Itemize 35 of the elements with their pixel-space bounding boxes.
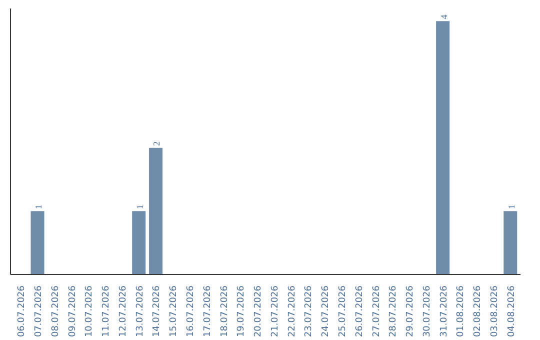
x-tick-label: 03.08.2026 bbox=[490, 285, 500, 338]
data-label: 1 bbox=[134, 204, 145, 210]
x-tick-label: 25.07.2026 bbox=[338, 285, 348, 338]
x-tick-label: 08.07.2026 bbox=[50, 285, 61, 338]
x-tick-label: 04.08.2026 bbox=[506, 285, 517, 338]
x-tick-label: 23.07.2026 bbox=[304, 285, 314, 338]
x-tick-label: 09.07.2026 bbox=[68, 285, 78, 338]
data-label: 2 bbox=[152, 141, 162, 146]
x-tick-label: 22.07.2026 bbox=[287, 285, 298, 338]
x-tick-label: 31.07.2026 bbox=[439, 285, 450, 338]
x-tick-label: 01.08.2026 bbox=[456, 285, 466, 338]
x-tick-label: 02.08.2026 bbox=[473, 285, 484, 338]
x-tick-label: 13.07.2026 bbox=[135, 285, 146, 338]
x-tick-label: 12.07.2026 bbox=[118, 285, 128, 338]
x-tick-label: 06.07.2026 bbox=[17, 285, 28, 338]
x-tick-label: 18.07.2026 bbox=[220, 285, 230, 338]
x-tick-label: 30.07.2026 bbox=[422, 285, 432, 338]
data-label: 1 bbox=[34, 204, 44, 210]
x-tick-label: 17.07.2026 bbox=[202, 285, 213, 338]
x-tick-label: 21.07.2026 bbox=[270, 285, 280, 338]
x-tick-label: 16.07.2026 bbox=[186, 285, 196, 338]
x-tick-label: 10.07.2026 bbox=[84, 285, 95, 338]
x-tick-label: 27.07.2026 bbox=[372, 285, 382, 338]
x-tick-label: 14.07.2026 bbox=[152, 285, 162, 338]
x-tick-label: 20.07.2026 bbox=[254, 285, 264, 338]
x-tick-label: 24.07.2026 bbox=[321, 285, 332, 338]
x-tick-label: 15.07.2026 bbox=[169, 285, 180, 338]
x-tick-label: 19.07.2026 bbox=[236, 285, 247, 338]
data-label: 1 bbox=[506, 204, 516, 210]
x-tick-label: 29.07.2026 bbox=[406, 285, 416, 338]
x-tick-label: 11.07.2026 bbox=[102, 285, 112, 338]
data-label: 4 bbox=[438, 14, 449, 20]
x-tick-label: 07.07.2026 bbox=[34, 285, 44, 338]
x-tick-label: 26.07.2026 bbox=[354, 285, 365, 338]
x-tick-label: 28.07.2026 bbox=[388, 285, 399, 338]
